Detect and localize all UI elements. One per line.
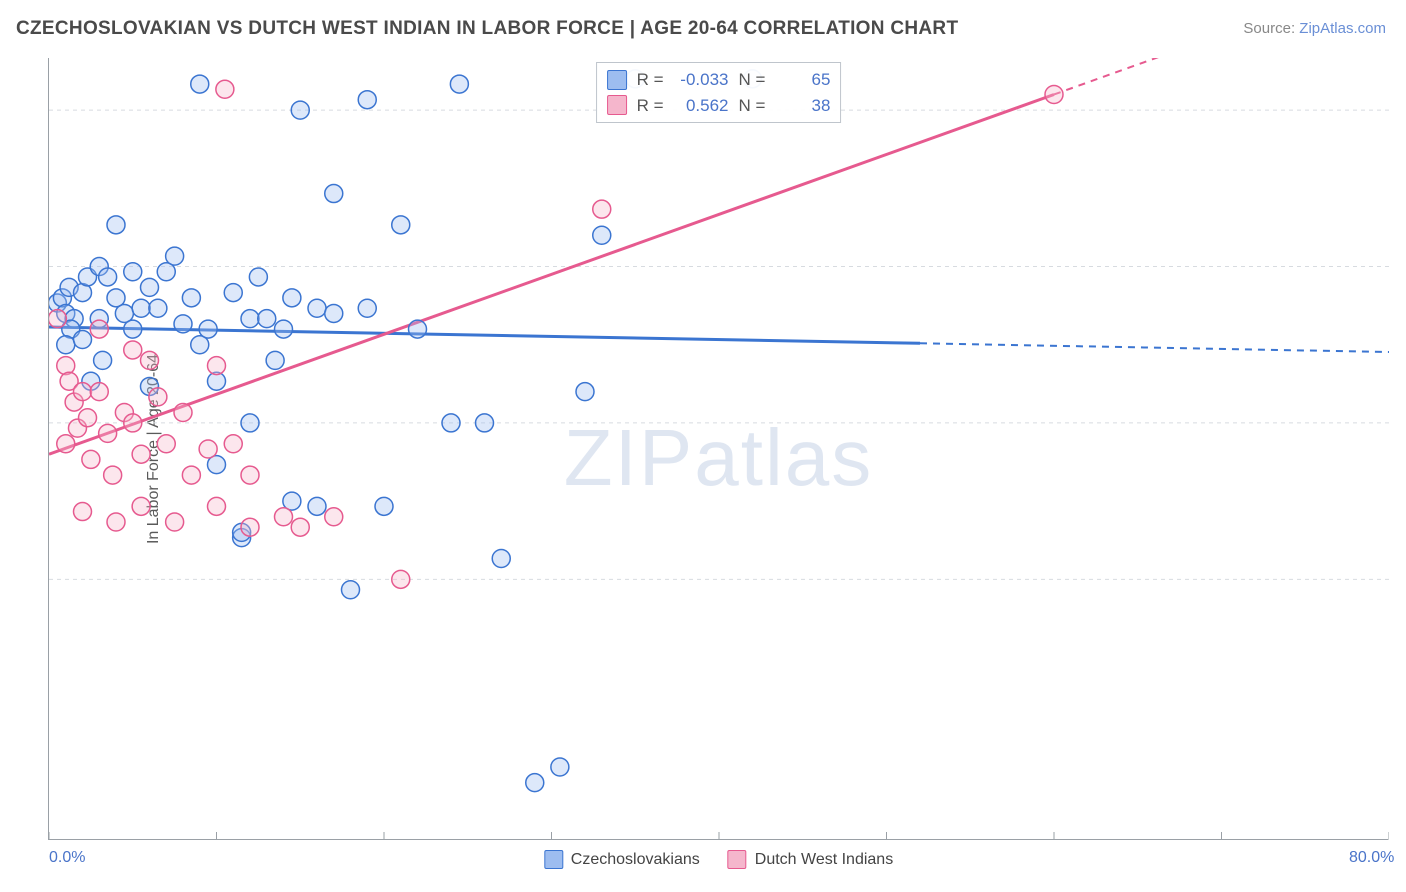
- source-link[interactable]: ZipAtlas.com: [1299, 20, 1386, 37]
- source-credit: Source: ZipAtlas.com: [1243, 20, 1386, 37]
- r-value-czech: -0.033: [674, 67, 729, 93]
- swatch-dutch: [728, 850, 747, 869]
- legend-label-dutch: Dutch West Indians: [755, 851, 893, 869]
- bottom-legend: Czechoslovakians Dutch West Indians: [544, 850, 893, 869]
- scatter-plot-svg: [49, 58, 1389, 840]
- n-value-dutch: 38: [775, 93, 830, 119]
- stats-row-dutch: R = 0.562 N = 38: [607, 93, 831, 119]
- swatch-czech: [544, 850, 563, 869]
- r-label: R =: [637, 93, 664, 119]
- stats-row-czech: R = -0.033 N = 65: [607, 67, 831, 93]
- x-tick-label: 80.0%: [1349, 849, 1394, 867]
- legend-item-czech: Czechoslovakians: [544, 850, 700, 869]
- r-value-dutch: 0.562: [674, 93, 729, 119]
- legend-item-dutch: Dutch West Indians: [728, 850, 893, 869]
- y-tick-label: 70.0%: [1398, 413, 1406, 431]
- y-tick-label: 85.0%: [1398, 257, 1406, 275]
- y-tick-label: 55.0%: [1398, 569, 1406, 587]
- x-tick-label: 0.0%: [49, 849, 85, 867]
- n-label: N =: [739, 93, 766, 119]
- source-label: Source:: [1243, 20, 1299, 37]
- swatch-czech: [607, 70, 627, 90]
- plot-area: In Labor Force | Age 20-64 ZIPatlas R = …: [48, 58, 1388, 840]
- y-tick-label: 100.0%: [1398, 100, 1406, 118]
- stats-legend-box: R = -0.033 N = 65 R = 0.562 N = 38: [596, 62, 842, 123]
- swatch-dutch: [607, 95, 627, 115]
- n-label: N =: [739, 67, 766, 93]
- r-label: R =: [637, 67, 664, 93]
- n-value-czech: 65: [775, 67, 830, 93]
- chart-title: CZECHOSLOVAKIAN VS DUTCH WEST INDIAN IN …: [16, 18, 958, 40]
- legend-label-czech: Czechoslovakians: [571, 851, 700, 869]
